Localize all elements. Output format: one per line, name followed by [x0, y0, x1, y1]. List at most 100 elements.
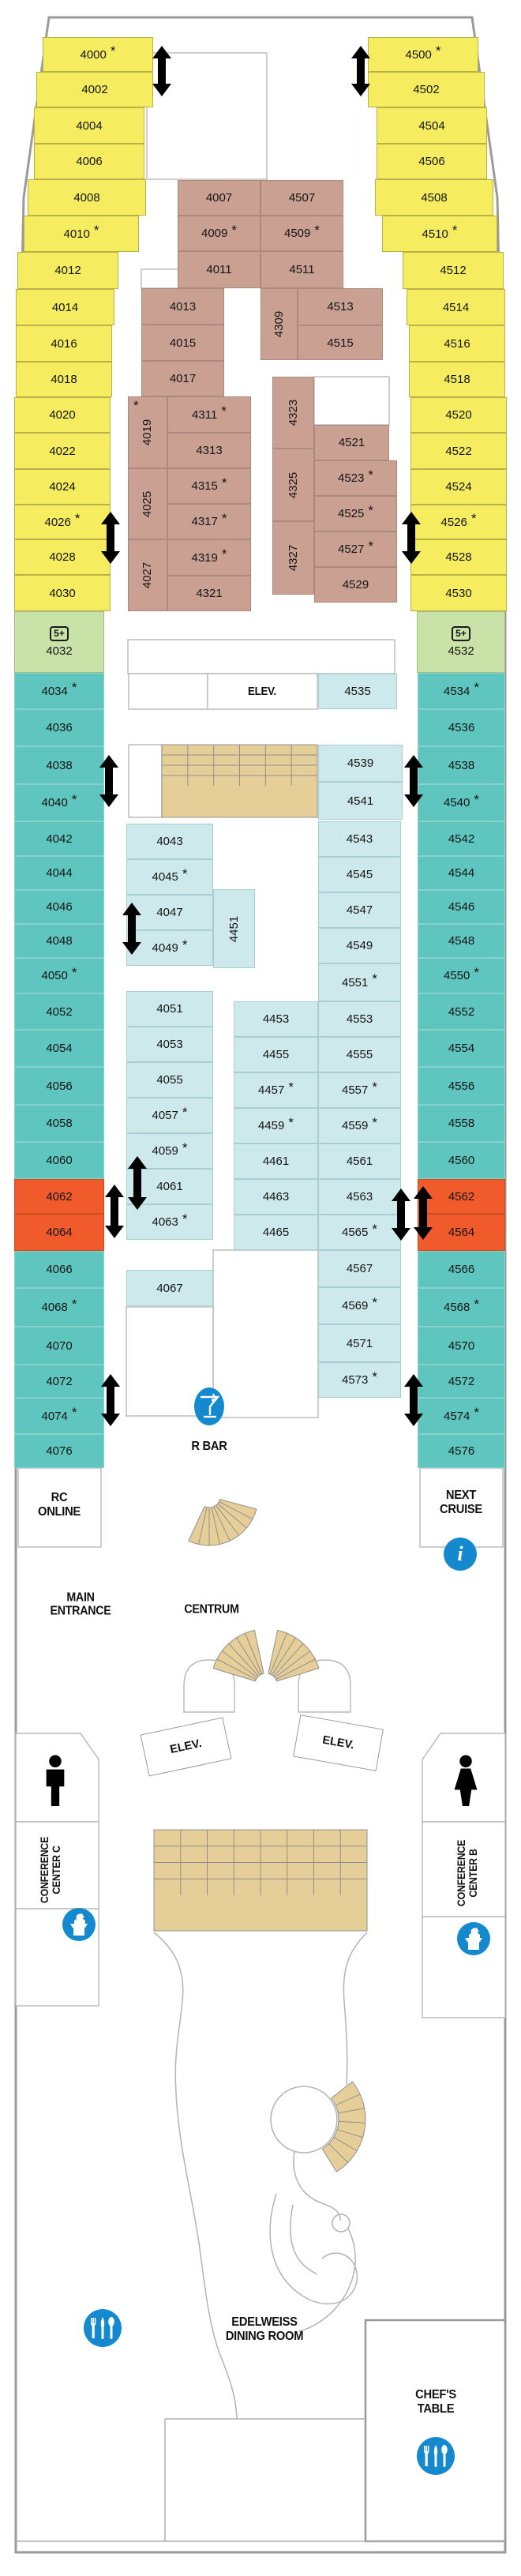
cabin-4453[interactable]: 4453	[234, 1001, 318, 1037]
cabin-4049[interactable]: 4049 *	[126, 930, 213, 966]
cabin-4024[interactable]: 4024	[14, 469, 111, 505]
cabin-4074[interactable]: 4074 *	[14, 1398, 104, 1434]
cabin-4068[interactable]: 4068 *	[14, 1288, 104, 1327]
cabin-4554[interactable]: 4554	[418, 1030, 505, 1067]
cabin-4030[interactable]: 4030	[14, 575, 111, 611]
cabin-4034[interactable]: 4034 *	[14, 673, 104, 709]
cabin-4549[interactable]: 4549	[318, 928, 401, 963]
cabin-4525[interactable]: 4525 *	[314, 496, 397, 531]
cabin-4064[interactable]: 4064	[14, 1214, 104, 1251]
cabin-4563[interactable]: 4563	[318, 1179, 401, 1215]
cabin-4016[interactable]: 4016	[16, 325, 112, 362]
cabin-4063[interactable]: 4063 *	[126, 1204, 213, 1240]
cabin-4047[interactable]: 4047	[126, 895, 213, 930]
cabin-4027[interactable]: 4027	[128, 539, 167, 611]
cabin-4052[interactable]: 4052	[14, 993, 104, 1030]
cabin-4513[interactable]: 4513	[298, 288, 383, 325]
cabin-4568[interactable]: 4568 *	[418, 1288, 505, 1327]
cabin-4315[interactable]: 4315 *	[167, 468, 251, 504]
cabin-4040[interactable]: 4040 *	[14, 784, 104, 821]
cabin-4535[interactable]: 4535	[318, 674, 397, 709]
cabin-4066[interactable]: 4066	[14, 1251, 104, 1288]
cabin-4317[interactable]: 4317 *	[167, 504, 251, 539]
cabin-4551[interactable]: 4551 *	[318, 963, 401, 1001]
cabin-4067[interactable]: 4067	[126, 1270, 213, 1306]
cabin-4574[interactable]: 4574 *	[418, 1398, 505, 1434]
cabin-4529[interactable]: 4529	[314, 567, 397, 603]
cabin-4502[interactable]: 4502	[368, 72, 485, 107]
cabin-4461[interactable]: 4461	[234, 1143, 318, 1179]
cabin-4455[interactable]: 4455	[234, 1037, 318, 1072]
cabin-4057[interactable]: 4057 *	[126, 1098, 213, 1133]
cabin-4325[interactable]: 4325	[272, 449, 314, 521]
cabin-4054[interactable]: 4054	[14, 1030, 104, 1067]
cabin-4006[interactable]: 4006	[34, 144, 144, 179]
cabin-4050[interactable]: 4050 *	[14, 958, 104, 993]
cabin-4542[interactable]: 4542	[418, 821, 505, 856]
cabin-4007[interactable]: 4007	[178, 180, 260, 216]
cabin-4562[interactable]: 4562	[418, 1179, 505, 1214]
cabin-4561[interactable]: 4561	[318, 1143, 401, 1179]
cabin-4012[interactable]: 4012	[17, 252, 118, 289]
cabin-4321[interactable]: 4321	[167, 576, 251, 611]
cabin-4543[interactable]: 4543	[318, 821, 401, 857]
cabin-4002[interactable]: 4002	[36, 72, 153, 107]
cabin-4576[interactable]: 4576	[418, 1434, 505, 1468]
cabin-4524[interactable]: 4524	[410, 469, 507, 505]
cabin-4546[interactable]: 4546	[418, 890, 505, 924]
cabin-4465[interactable]: 4465	[234, 1215, 318, 1250]
cabin-4051[interactable]: 4051	[126, 991, 213, 1027]
cabin-4510[interactable]: 4510 *	[382, 216, 497, 252]
cabin-4015[interactable]: 4015	[141, 325, 224, 361]
cabin-4457[interactable]: 4457 *	[234, 1072, 318, 1108]
cabin-4020[interactable]: 4020	[14, 397, 111, 433]
cabin-4552[interactable]: 4552	[418, 993, 505, 1030]
cabin-4009[interactable]: 4009 *	[178, 216, 260, 251]
cabin-4534[interactable]: 4534 *	[418, 673, 505, 709]
cabin-4538[interactable]: 4538	[418, 746, 505, 784]
cabin-4048[interactable]: 4048	[14, 924, 104, 958]
cabin-4058[interactable]: 4058	[14, 1105, 104, 1142]
cabin-4038[interactable]: 4038	[14, 746, 104, 784]
cabin-4508[interactable]: 4508	[375, 179, 493, 216]
cabin-4043[interactable]: 4043	[126, 824, 213, 859]
cabin-4036[interactable]: 4036	[14, 709, 104, 746]
cabin-4014[interactable]: 4014	[16, 289, 114, 325]
cabin-4536[interactable]: 4536	[418, 709, 505, 746]
cabin-4025[interactable]: 4025	[128, 468, 167, 539]
cabin-4520[interactable]: 4520	[410, 397, 507, 433]
cabin-4500[interactable]: 4500 *	[368, 37, 478, 72]
cabin-4506[interactable]: 4506	[377, 144, 487, 179]
cabin-4567[interactable]: 4567	[318, 1250, 401, 1287]
cabin-4004[interactable]: 4004	[34, 107, 144, 144]
cabin-4521[interactable]: 4521	[314, 425, 389, 460]
cabin-4076[interactable]: 4076	[14, 1434, 104, 1468]
cabin-4548[interactable]: 4548	[418, 924, 505, 958]
cabin-4528[interactable]: 4528	[410, 539, 507, 575]
cabin-4547[interactable]: 4547	[318, 892, 401, 928]
cabin-4516[interactable]: 4516	[409, 325, 505, 362]
cabin-4026[interactable]: 4026 *	[14, 505, 111, 539]
cabin-4550[interactable]: 4550 *	[418, 958, 505, 993]
cabin-4463[interactable]: 4463	[234, 1179, 318, 1215]
cabin-4541[interactable]: 4541	[318, 782, 403, 820]
cabin-4509[interactable]: 4509 *	[260, 216, 343, 251]
cabin-4010[interactable]: 4010 *	[24, 216, 139, 252]
cabin-4540[interactable]: 4540 *	[418, 784, 505, 821]
cabin-4539[interactable]: 4539	[318, 745, 403, 782]
cabin-4565[interactable]: 4565 *	[318, 1215, 401, 1250]
cabin-4523[interactable]: 4523 *	[314, 460, 397, 496]
cabin-4019[interactable]: 4019 *	[128, 396, 167, 468]
cabin-4022[interactable]: 4022	[14, 433, 111, 469]
cabin-4504[interactable]: 4504	[377, 107, 487, 144]
cabin-4032[interactable]: 5+ 4032	[14, 611, 104, 673]
cabin-4532[interactable]: 5+ 4532	[417, 611, 505, 673]
cabin-4028[interactable]: 4028	[14, 539, 111, 575]
cabin-4511[interactable]: 4511	[260, 251, 343, 288]
cabin-4544[interactable]: 4544	[418, 856, 505, 890]
cabin-4451[interactable]: 4451	[213, 889, 255, 968]
cabin-4018[interactable]: 4018	[16, 362, 112, 397]
cabin-4008[interactable]: 4008	[28, 179, 146, 216]
cabin-4062[interactable]: 4062	[14, 1179, 104, 1214]
cabin-4056[interactable]: 4056	[14, 1067, 104, 1105]
